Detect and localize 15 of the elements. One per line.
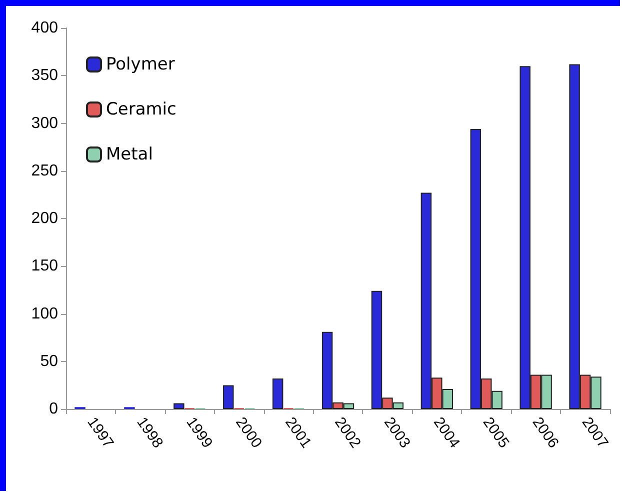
y-tick-label: 200 xyxy=(31,210,58,227)
legend-label: Ceramic xyxy=(106,100,176,120)
y-tick-label: 400 xyxy=(31,20,58,36)
y-tick-label: 50 xyxy=(40,352,58,370)
y-tick-label: 250 xyxy=(31,162,58,180)
bar xyxy=(174,403,184,409)
y-tick-label: 0 xyxy=(49,400,58,418)
bar xyxy=(272,378,284,409)
legend-label: Polymer xyxy=(106,54,175,74)
y-tick-label: 350 xyxy=(31,67,58,84)
y-tick-label: 300 xyxy=(31,114,58,132)
y-tick-label: 100 xyxy=(31,305,58,322)
bar xyxy=(223,385,234,409)
legend-label: Metal xyxy=(106,144,153,164)
y-tick-label: 150 xyxy=(31,258,58,275)
